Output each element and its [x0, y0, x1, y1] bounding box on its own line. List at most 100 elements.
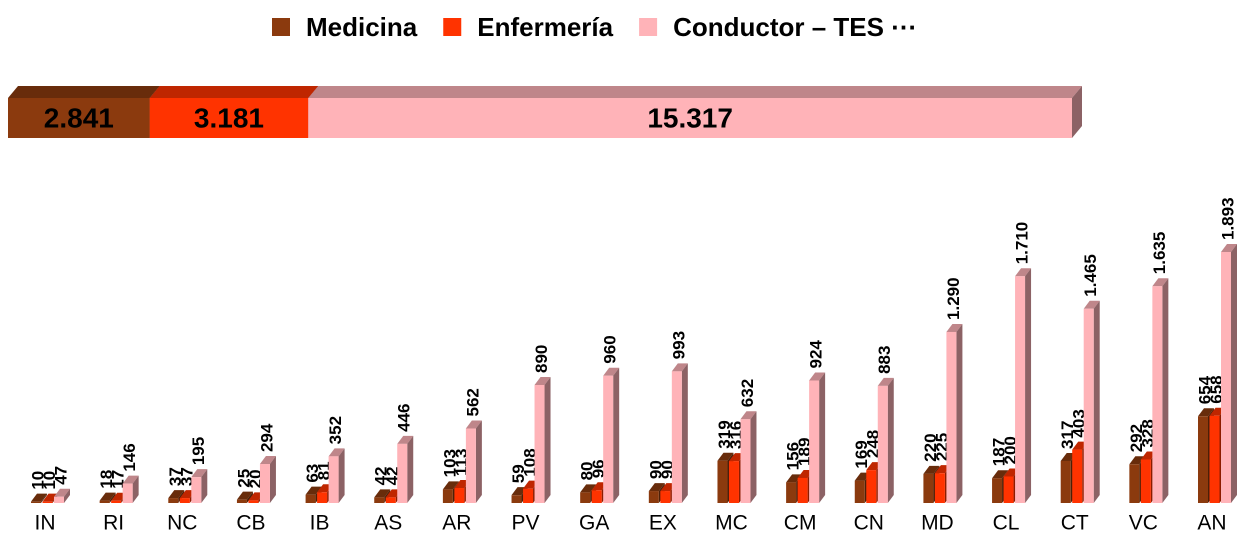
total-bar-top [8, 86, 160, 98]
bar-side [1231, 244, 1237, 503]
bar [511, 495, 522, 503]
bar [122, 483, 133, 503]
bar-side [613, 367, 620, 503]
bar [1209, 415, 1220, 503]
bar-top [465, 420, 482, 429]
bar-top [534, 376, 551, 385]
bar [1072, 449, 1083, 503]
bar [317, 492, 328, 503]
bar-side [887, 377, 894, 503]
x-tick-label: AN [1197, 512, 1226, 535]
bar [671, 371, 682, 503]
data-label: 156 [784, 442, 803, 470]
x-tick-label: EX [649, 512, 677, 535]
bar [523, 488, 534, 503]
bar [797, 477, 808, 503]
data-label: 37 [166, 467, 185, 486]
bar-top [259, 456, 276, 465]
legend-label: Enfermería [477, 12, 613, 42]
data-label: 220 [921, 433, 940, 461]
data-label: 103 [440, 449, 459, 477]
bar-top [786, 474, 803, 483]
total-bar [149, 98, 309, 138]
bar [603, 375, 614, 503]
x-tick-label: VC [1129, 512, 1158, 535]
data-label: 352 [326, 416, 345, 444]
data-label: 294 [257, 423, 276, 452]
data-label: 187 [990, 438, 1009, 466]
data-label: 10 [28, 471, 47, 490]
legend-swatch [443, 18, 462, 36]
data-label: 1.290 [944, 277, 963, 320]
data-label: 42 [372, 467, 391, 486]
total-bar-top [149, 86, 319, 98]
data-label: 146 [120, 443, 139, 471]
x-tick-label: IN [35, 512, 56, 535]
x-tick-label: CB [236, 512, 265, 535]
x-tick-label: NC [167, 512, 197, 535]
bar [728, 461, 739, 503]
bar-top [31, 493, 47, 502]
data-label: 960 [601, 335, 620, 363]
bar [236, 499, 247, 503]
legend-swatch [272, 18, 290, 36]
bar-top [1129, 456, 1146, 465]
bar [454, 488, 465, 503]
x-tick-label: GA [579, 512, 609, 535]
data-label: 1.635 [1150, 232, 1169, 275]
bar [1060, 460, 1071, 503]
bar [648, 491, 659, 503]
bar [866, 470, 877, 503]
bar [1152, 286, 1163, 503]
bar [111, 500, 122, 503]
x-tick-label: PV [512, 512, 540, 535]
bar-top [648, 483, 665, 492]
bar [305, 494, 316, 503]
total-label: 15.317 [647, 102, 733, 133]
bar [946, 331, 957, 503]
bar-side [132, 475, 139, 503]
x-tick-label: CN [854, 512, 884, 535]
data-label: 47 [51, 466, 70, 485]
bar [328, 456, 339, 503]
bar-top [374, 489, 391, 498]
bar-side [1025, 268, 1032, 503]
bar [1083, 308, 1094, 503]
bar-top [740, 411, 757, 420]
data-label: 1.465 [1081, 254, 1100, 297]
bar-top [122, 475, 139, 484]
data-label: 80 [578, 461, 597, 480]
data-label: 18 [97, 470, 116, 489]
bar [1003, 476, 1014, 503]
bar-top [1015, 268, 1032, 277]
bar [717, 460, 728, 503]
bar-top [168, 490, 185, 499]
bar-top [580, 484, 597, 493]
data-label: 59 [509, 464, 528, 483]
bar-top [191, 469, 208, 478]
x-tick-label: MC [715, 512, 748, 535]
bar-side [41, 493, 47, 503]
x-tick-label: RI [103, 512, 124, 535]
bar [442, 489, 453, 503]
bar [248, 500, 259, 503]
bar [42, 501, 53, 503]
bar-top [603, 367, 620, 376]
data-label: 1.893 [1218, 197, 1237, 240]
total-bar-side [1072, 86, 1082, 138]
bar [534, 384, 545, 503]
bar-top [946, 323, 963, 332]
data-label: 317 [1058, 421, 1077, 449]
bar-side [681, 363, 688, 503]
bar [54, 496, 64, 503]
total-label: 2.841 [44, 102, 114, 133]
bar-top [717, 452, 734, 461]
x-tick-label: AS [374, 512, 402, 535]
bar [786, 482, 797, 503]
bar-top [1152, 278, 1169, 287]
bar-side [544, 376, 551, 503]
legend-label: Conductor – TES ··· [673, 12, 917, 42]
bar [374, 497, 385, 503]
bar-top [992, 470, 1009, 479]
bar-side [246, 491, 253, 503]
